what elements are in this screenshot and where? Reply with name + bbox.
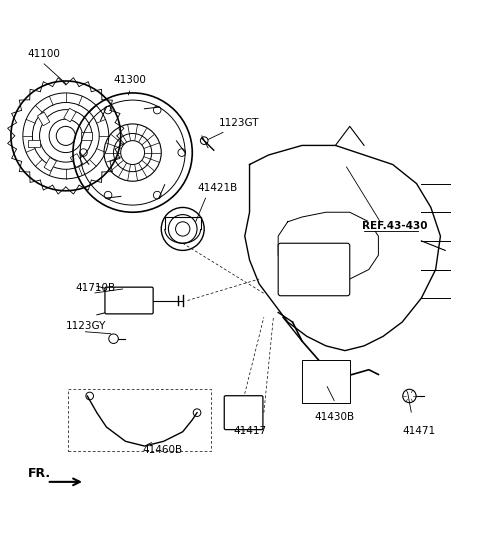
Text: 41460B: 41460B xyxy=(142,445,182,455)
Text: 1123GT: 1123GT xyxy=(218,119,259,128)
Text: 41300: 41300 xyxy=(114,75,146,85)
Text: REF.43-430: REF.43-430 xyxy=(362,221,427,231)
Bar xyxy=(302,360,350,403)
Text: 41710B: 41710B xyxy=(75,283,116,293)
Text: FR.: FR. xyxy=(28,467,51,480)
Bar xyxy=(81,132,92,140)
FancyBboxPatch shape xyxy=(105,287,153,314)
Bar xyxy=(37,112,50,126)
Text: 41471: 41471 xyxy=(402,426,435,436)
Bar xyxy=(28,140,39,147)
Text: 41430B: 41430B xyxy=(314,412,354,422)
Bar xyxy=(64,108,76,122)
Text: 41100: 41100 xyxy=(28,49,60,59)
Bar xyxy=(44,157,57,171)
Text: 41421B: 41421B xyxy=(197,183,237,193)
Bar xyxy=(71,154,83,168)
Text: 1123GY: 1123GY xyxy=(66,321,106,331)
Text: 41417: 41417 xyxy=(234,426,267,436)
FancyBboxPatch shape xyxy=(278,243,350,296)
FancyBboxPatch shape xyxy=(224,396,263,430)
